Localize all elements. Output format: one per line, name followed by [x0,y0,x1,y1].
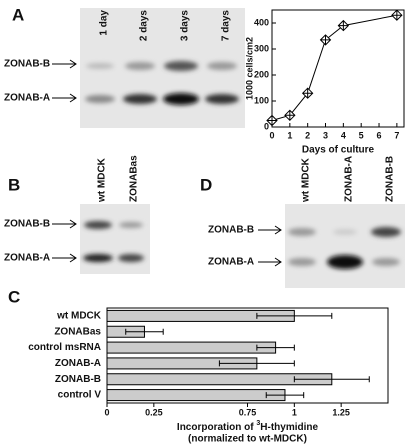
x-tick-label: 0 [104,407,109,417]
marker-shape [391,9,403,21]
error-bar [293,376,370,383]
blot [80,204,150,274]
bands [85,61,239,105]
band-label: ZONAB-A [208,257,254,268]
x-tick-label: 0.75 [239,407,257,417]
y-tick-label: 300 [254,43,269,53]
marker-shape [301,87,314,99]
error-bar [218,360,295,367]
marker [319,34,332,46]
x-axis-label: Incorporation of 3H-thymidine [177,420,319,432]
lane-label: ZONABas [129,155,140,202]
y-tick-label: control msRNA [28,342,101,353]
marker-shape [266,114,278,127]
band-label: ZONAB-B [208,225,254,236]
x-axis-label: Days of culture [302,145,375,156]
blot [285,204,405,288]
bands [288,227,401,269]
marker [391,9,403,21]
plot-frame [106,307,389,404]
x-axis-label-part: 3 [256,420,260,427]
bar [106,341,277,354]
x-tick-label: 4 [341,130,346,140]
y-tick-label: ZONAB-B [55,374,101,385]
x-axis-label-part: H-thymidine [260,422,318,433]
arrow [258,225,282,267]
lane-label: ZONAB-B [385,156,396,202]
panel-letter: A [12,5,24,24]
panel-letter: C [8,287,20,306]
error-bar [256,344,295,351]
bands [83,221,144,262]
x-tick-label: 1 [292,407,297,417]
plot-frame [271,9,405,128]
y-tick-label: 200 [254,69,269,79]
x-axis-label-part: Incorporation of [177,422,256,433]
y-tick-label: ZONABas [54,326,101,337]
error-bar [125,328,164,335]
x-axis-label: (normalized to wt-MDCK) [188,434,307,445]
panel-letter: B [8,175,20,194]
bar [106,389,286,402]
lane-label: 3 days [180,10,191,42]
band-label: ZONAB-A [4,253,50,264]
marker-shape [319,34,332,46]
y-tick-label: 100 [254,95,269,105]
x-tick-label: 3 [323,130,328,140]
marker-shape [337,19,350,32]
arrow [52,219,77,263]
marker [266,114,278,127]
arrow [52,59,77,103]
lane-label: wt MDCK [301,157,312,203]
x-tick-label: 1.25 [332,407,350,417]
error-bar [256,312,333,319]
band-label: ZONAB-A [4,93,50,104]
lane-label: wt MDCK [97,157,108,203]
lane-label: ZONAB-A [344,156,355,202]
x-tick-label: 5 [359,130,364,140]
marker [301,87,314,99]
y-tick-label: 400 [254,17,269,27]
y-tick-label: wt MDCK [56,311,102,322]
x-tick-label: 0 [269,130,274,140]
band-label: ZONAB-B [4,59,50,70]
y-axis-label: 1000 cells/cm2 [244,37,254,100]
marker-shape [284,109,296,122]
y-tick-label: ZONAB-A [55,358,101,369]
x-tick-label: 0.25 [145,407,163,417]
lane-label: 1 day [99,10,110,36]
x-tick-label: 2 [305,130,310,140]
y-tick-label: 0 [264,121,269,131]
lane-label: 7 days [221,10,232,42]
x-tick-label: 6 [377,130,382,140]
error-bar [265,392,305,399]
x-tick-label: 1 [287,130,292,140]
lane-label: 2 days [139,10,150,42]
y-tick-label: control V [58,390,102,401]
data-line [271,14,397,121]
marker [284,109,296,122]
x-tick-label: 7 [394,130,399,140]
panel-letter: D [200,175,212,194]
band-label: ZONAB-B [4,219,50,230]
marker [337,19,350,32]
